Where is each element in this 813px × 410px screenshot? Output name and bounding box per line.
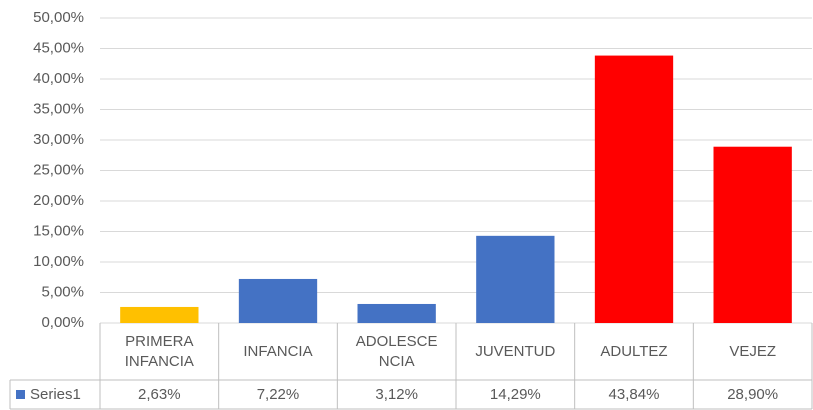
y-tick-label: 50,00%	[33, 9, 84, 26]
y-tick-label: 10,00%	[33, 253, 84, 270]
category-label: ADOLESCENCIA	[355, 332, 438, 370]
category-label: INFANCIA	[243, 342, 313, 360]
value-label: 2,63%	[138, 385, 181, 403]
y-tick-label: 20,00%	[33, 192, 84, 209]
value-label: 7,22%	[256, 385, 300, 403]
bar	[476, 235, 555, 323]
bar	[238, 278, 318, 323]
bar	[357, 303, 436, 323]
legend-swatch	[16, 390, 25, 399]
category-label: JUVENTUD	[475, 342, 556, 360]
bar	[594, 55, 674, 324]
y-tick-label: 35,00%	[33, 100, 84, 117]
category-label: ADULTEZ	[600, 342, 668, 360]
legend-label: Series1	[30, 385, 81, 403]
value-label: 28,90%	[727, 385, 779, 403]
bar	[120, 306, 199, 323]
value-label: 14,29%	[489, 385, 541, 403]
category-label: VEJEZ	[729, 342, 776, 360]
y-tick-label: 30,00%	[33, 131, 84, 148]
y-tick-label: 45,00%	[33, 39, 84, 56]
value-label: 3,12%	[375, 385, 418, 403]
y-tick-label: 0,00%	[41, 314, 84, 331]
y-tick-label: 5,00%	[41, 283, 84, 300]
bar	[713, 146, 792, 323]
y-tick-label: 15,00%	[33, 222, 84, 239]
value-label: 43,84%	[608, 385, 660, 403]
y-tick-label: 40,00%	[33, 70, 84, 87]
category-label: PRIMERA INFANCIA	[124, 332, 194, 370]
y-tick-label: 25,00%	[33, 161, 84, 178]
